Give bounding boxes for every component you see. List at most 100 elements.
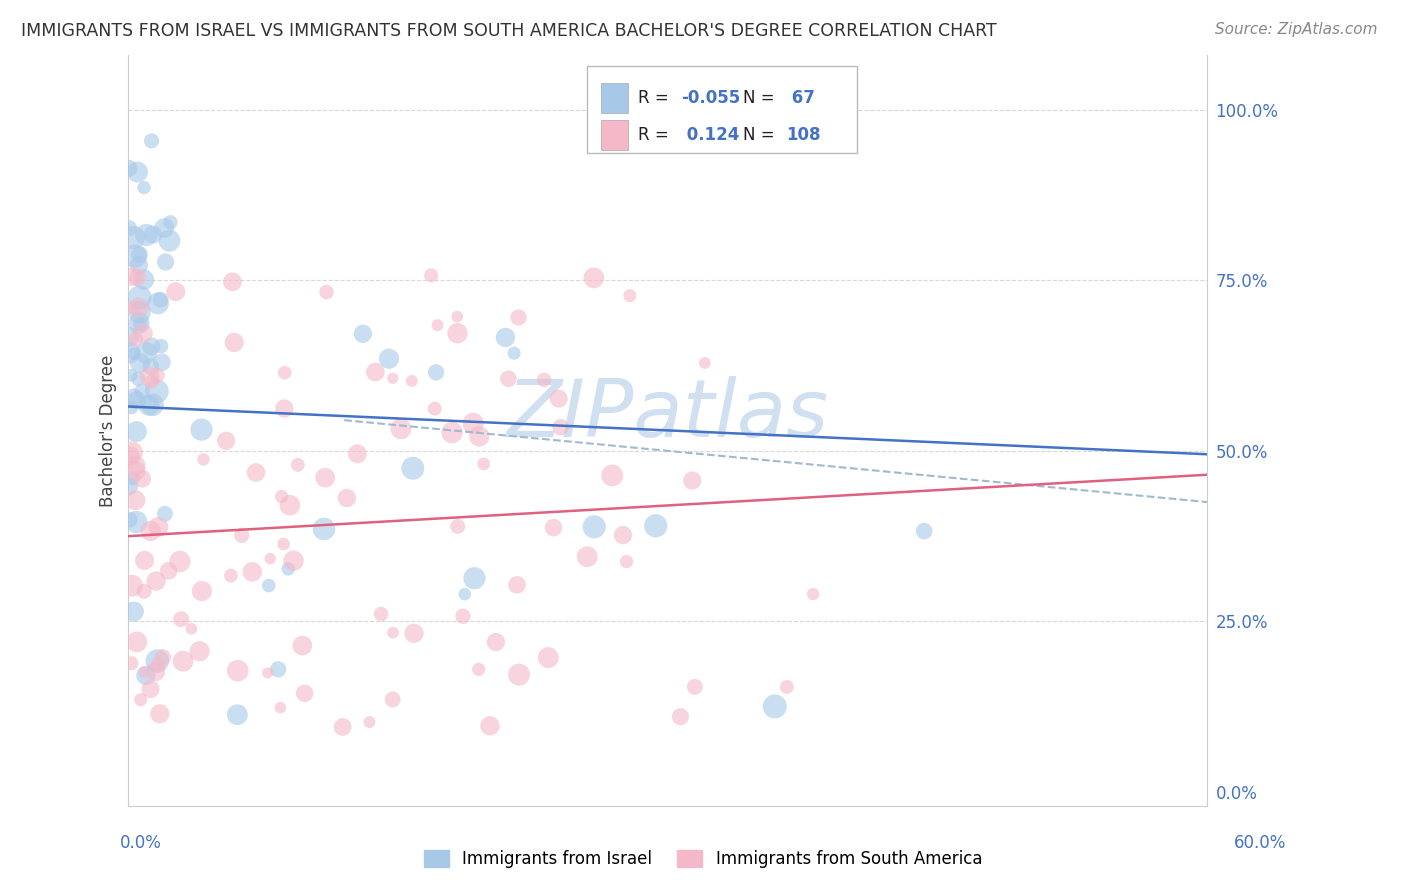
Point [240,565,263,579]
Point [426,318,449,333]
Point [332,720,354,734]
Point [170,612,193,626]
Point [478,719,501,733]
Point [132,665,155,680]
Point [134,553,156,567]
Text: 0.0%: 0.0% [120,834,162,852]
Point [132,180,155,194]
Point [124,332,146,346]
Text: R =: R = [638,88,673,107]
Point [224,335,246,350]
Point [389,422,412,436]
Point [451,609,474,624]
Point [146,296,169,310]
Point [121,445,143,459]
Point [472,457,495,471]
Point [122,346,145,360]
Point [159,234,181,248]
Point [121,301,143,315]
Point [485,635,508,649]
Point [506,578,529,592]
Point [219,568,242,582]
Point [381,692,404,706]
Point [425,365,447,379]
Point [129,356,152,370]
Point [446,310,468,324]
Point [364,365,387,379]
Point [120,449,142,463]
Point [122,471,145,485]
Point [124,493,146,508]
Point [120,657,142,671]
Point [423,401,446,416]
Point [259,551,281,566]
Point [467,662,489,676]
Point [125,635,148,649]
Point [543,521,565,535]
Text: 67: 67 [786,88,815,107]
Point [683,680,706,694]
Point [267,662,290,676]
Point [693,356,716,370]
Point [121,269,143,284]
Point [124,464,146,478]
Point [463,571,485,585]
Point [124,458,146,473]
Point [381,371,404,385]
Point [495,330,517,344]
Point [314,471,336,485]
Point [346,447,368,461]
Point [129,317,152,331]
Point [139,524,162,538]
Point [912,524,935,538]
Text: Source: ZipAtlas.com: Source: ZipAtlas.com [1215,22,1378,37]
Point [273,401,295,416]
Point [226,664,249,678]
Point [131,384,153,398]
Point [149,706,172,721]
Point [150,339,173,353]
Text: IMMIGRANTS FROM ISRAEL VS IMMIGRANTS FROM SOUTH AMERICA BACHELOR'S DEGREE CORREL: IMMIGRANTS FROM ISRAEL VS IMMIGRANTS FRO… [21,22,997,40]
Point [135,668,157,682]
FancyBboxPatch shape [586,66,856,153]
Point [128,305,150,319]
Point [120,368,142,383]
Point [221,275,243,289]
Point [508,667,530,681]
Point [118,479,141,493]
Point [132,584,155,599]
Point [600,468,623,483]
Point [447,519,470,533]
Point [128,290,150,304]
Point [644,518,666,533]
Point [498,372,520,386]
Point [149,293,172,307]
Point [180,622,202,636]
Point [128,301,150,315]
Point [125,515,148,529]
Point [135,345,157,359]
Point [127,165,149,179]
Point [148,657,170,672]
Point [283,554,305,568]
Point [139,359,162,374]
Point [270,490,292,504]
Point [776,680,799,694]
Point [145,574,167,588]
Point [138,398,160,412]
Point [155,255,177,269]
Point [231,528,253,542]
Point [118,161,141,175]
Point [503,346,526,360]
Point [533,373,555,387]
Point [191,584,214,599]
Point [681,474,703,488]
Point [142,227,165,242]
Point [141,398,163,412]
Point [122,605,145,619]
Point [145,665,167,679]
Point [141,375,163,389]
Point [583,520,606,534]
Point [245,466,267,480]
Point [508,310,530,325]
